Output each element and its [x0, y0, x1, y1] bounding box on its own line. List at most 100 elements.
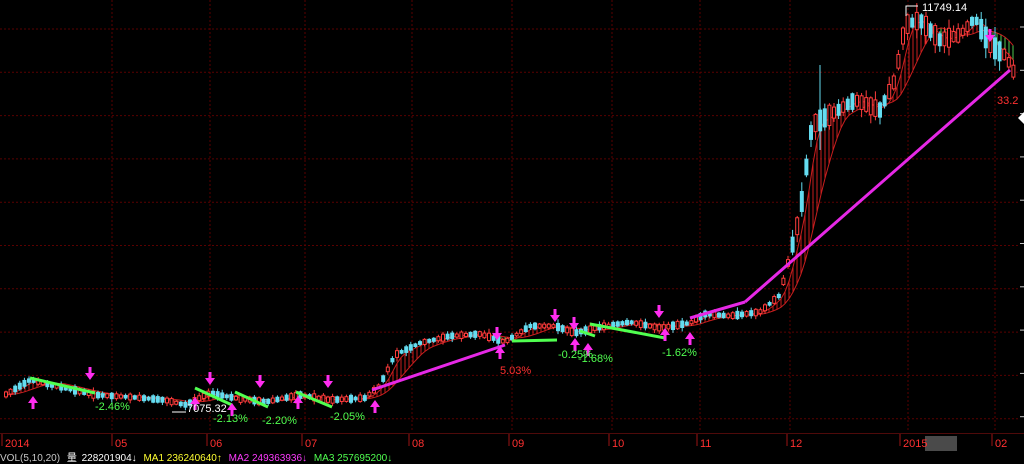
- candle-body: [891, 75, 896, 90]
- candle-body: [381, 375, 386, 382]
- annotation-labels: 11749.14 7075.32 33.2 -2.46% -2.13% -2.20%…: [95, 2, 1018, 427]
- candle-body: [155, 396, 160, 403]
- candle-body: [344, 396, 349, 402]
- candle-body: [560, 325, 565, 333]
- candle-body: [841, 101, 846, 113]
- candle-body: [924, 15, 928, 37]
- candle-body: [965, 21, 970, 32]
- candle-body: [878, 102, 882, 118]
- candle-body: [744, 310, 749, 317]
- x-tick-label: 02: [995, 438, 1007, 450]
- ma2-value: MA2 249363936↓: [228, 453, 308, 464]
- trend-line-green: [194, 386, 233, 407]
- trend-line-green: [589, 322, 666, 340]
- candle-body: [901, 27, 905, 45]
- candle-body: [960, 27, 965, 36]
- sell-arrow: [85, 367, 95, 380]
- candle-body: [551, 324, 556, 328]
- candle-body: [588, 325, 593, 334]
- trend-percent-label: -2.46%: [95, 401, 130, 413]
- candle-body: [367, 391, 372, 397]
- candle-body: [689, 320, 694, 325]
- candle-body: [1011, 64, 1016, 78]
- candle-body: [997, 41, 1002, 62]
- ma1-value: MA1 236240640↑: [143, 453, 222, 464]
- candle-body: [873, 99, 878, 117]
- candle-body: [445, 333, 450, 340]
- volume-title[interactable]: VOL(5,10,20): [0, 453, 61, 464]
- trend-line-magenta: [371, 343, 506, 392]
- candle-body: [8, 388, 13, 395]
- candle-body: [569, 327, 574, 337]
- candle-body: [174, 400, 179, 405]
- buy-arrow: [227, 403, 237, 416]
- candle-body: [459, 331, 464, 339]
- candle-body: [974, 16, 979, 25]
- trend-line-green: [579, 329, 596, 338]
- candle-body: [197, 395, 202, 402]
- ma3-value: MA3 257695200↓: [313, 453, 393, 464]
- candle-body: [914, 11, 919, 31]
- candle-body: [919, 14, 924, 29]
- candle-body: [542, 323, 547, 329]
- grid-lines: [0, 0, 1024, 432]
- candle-body: [675, 320, 680, 330]
- candle-body: [160, 396, 165, 403]
- candle-body: [638, 320, 643, 329]
- candle-body: [289, 393, 294, 401]
- candle-body: [749, 310, 754, 317]
- candle-body: [712, 311, 717, 318]
- candle-body: [109, 392, 114, 400]
- candle-body: [385, 366, 390, 373]
- candle-body: [533, 322, 537, 330]
- x-tick-label: 11: [700, 438, 711, 450]
- candle-body: [473, 330, 478, 338]
- candle-body: [123, 394, 128, 399]
- candle-body: [1006, 57, 1011, 68]
- x-tick-label: 07: [305, 438, 317, 450]
- candle-body: [362, 395, 367, 401]
- ma-fast-line: [4, 21, 1014, 405]
- candle-body: [390, 358, 395, 363]
- candle-body: [813, 113, 818, 133]
- buy-arrow: [685, 332, 695, 345]
- candle-body: [220, 392, 225, 399]
- candle-body: [565, 327, 570, 334]
- candle-body: [487, 332, 491, 342]
- candle-body: [491, 335, 496, 341]
- candle-body: [822, 108, 827, 128]
- candle-body: [804, 158, 809, 176]
- candle-body: [100, 393, 105, 398]
- x-tick-label: 2015: [903, 438, 927, 450]
- x-tick-label: 2014: [5, 438, 29, 450]
- x-tick-label: 06: [210, 438, 222, 450]
- candle-body: [326, 396, 330, 403]
- signal-arrows: [28, 29, 995, 416]
- x-axis-highlight: [925, 436, 957, 451]
- candle-body: [832, 106, 836, 119]
- sell-arrow: [550, 309, 560, 322]
- candle-body: [933, 25, 938, 46]
- sell-arrow: [205, 372, 215, 385]
- candle-body: [855, 94, 859, 107]
- candle-body: [717, 312, 721, 318]
- candle-body: [684, 321, 689, 326]
- candle-body: [510, 334, 514, 341]
- candle-body: [657, 324, 662, 332]
- candle-body: [758, 309, 763, 315]
- candle-body: [721, 312, 726, 319]
- candle-body: [629, 320, 634, 325]
- trend-percent-label: -2.05%: [330, 411, 365, 423]
- candle-body: [993, 37, 997, 60]
- candle-body: [201, 392, 206, 399]
- candle-body: [234, 395, 238, 401]
- candle-body: [169, 398, 174, 406]
- candle-body: [942, 31, 947, 47]
- candle-body: [795, 217, 800, 236]
- right-edge-label: 33.2: [997, 95, 1018, 107]
- candle-body: [767, 302, 772, 306]
- candle-body: [615, 321, 620, 327]
- candle-body: [284, 394, 289, 401]
- candle-body: [399, 350, 404, 354]
